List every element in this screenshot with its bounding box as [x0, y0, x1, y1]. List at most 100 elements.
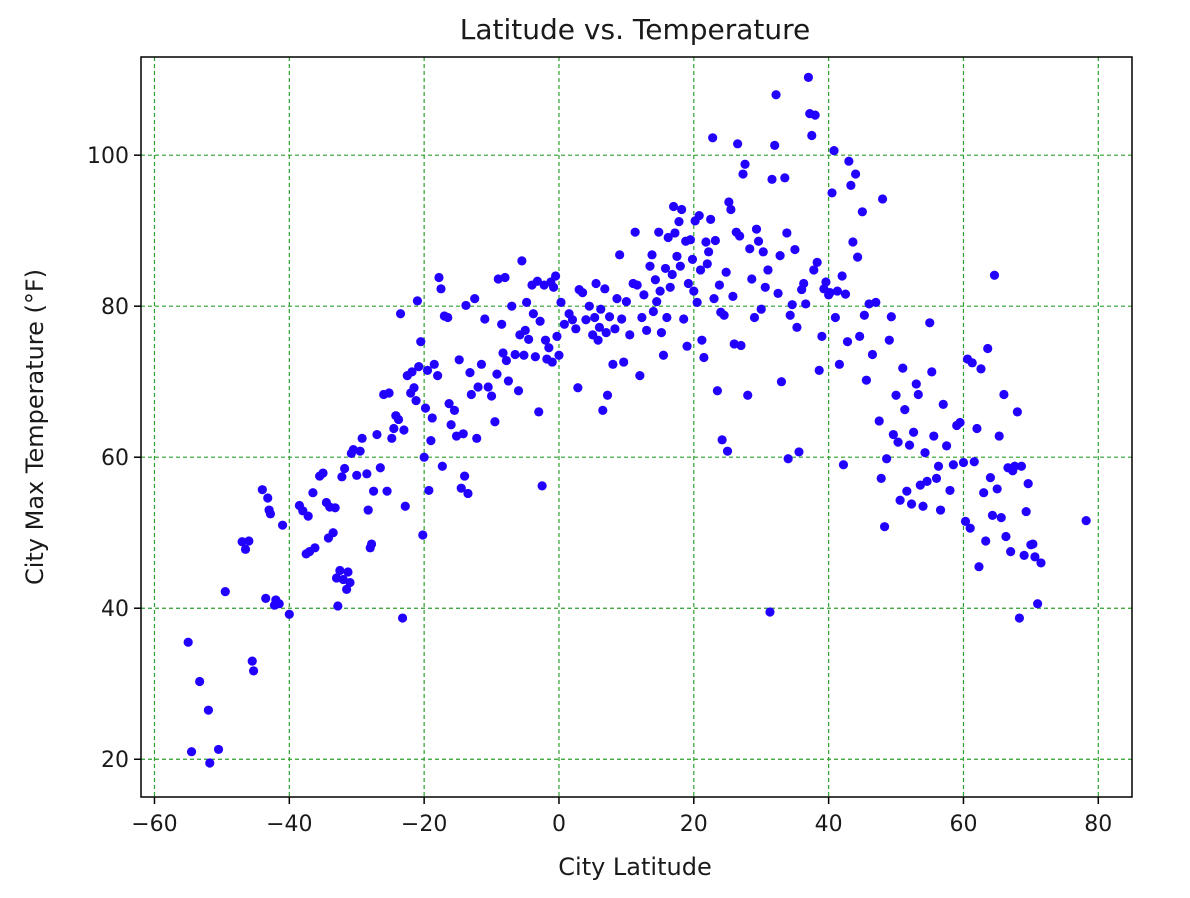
data-point	[648, 306, 658, 317]
data-point	[422, 365, 433, 375]
data-point	[1023, 479, 1033, 489]
data-point	[775, 250, 785, 261]
data-point	[544, 343, 554, 353]
data-point	[497, 319, 507, 329]
data-point	[682, 341, 692, 351]
data-point	[992, 484, 1002, 494]
data-point	[874, 416, 884, 426]
data-point	[799, 278, 809, 289]
data-point	[573, 383, 583, 393]
data-point	[444, 398, 454, 409]
data-point	[330, 503, 340, 513]
data-point	[483, 382, 493, 392]
data-point	[667, 269, 677, 280]
data-point	[261, 593, 271, 604]
data-point	[683, 278, 694, 289]
data-point	[749, 312, 760, 323]
data-point	[830, 312, 840, 323]
data-point	[679, 314, 689, 324]
data-point	[328, 528, 338, 538]
data-point	[837, 271, 847, 281]
data-point	[821, 277, 831, 287]
data-point	[780, 173, 790, 183]
data-point	[790, 244, 800, 255]
data-point	[411, 395, 421, 406]
data-point	[265, 509, 276, 519]
x-tick-label: 0	[552, 812, 566, 837]
y-tick-label: 100	[87, 144, 129, 169]
data-point	[594, 322, 605, 332]
data-point	[437, 461, 447, 471]
data-point	[461, 300, 471, 311]
data-point	[871, 297, 881, 308]
y-tick-label: 80	[101, 295, 129, 320]
data-point	[704, 247, 714, 257]
data-point	[308, 488, 318, 498]
data-point	[203, 705, 214, 715]
data-point	[1012, 407, 1022, 417]
data-point	[996, 513, 1006, 523]
data-point	[726, 204, 736, 215]
data-point	[906, 499, 917, 509]
data-point	[719, 310, 729, 320]
data-point	[958, 457, 969, 468]
y-axis-label: City Max Temperature (°F)	[21, 269, 49, 585]
data-point	[810, 110, 820, 120]
data-point	[770, 140, 780, 150]
data-point	[459, 471, 470, 481]
data-point	[395, 309, 406, 319]
data-point	[407, 367, 417, 377]
data-point	[186, 747, 197, 757]
data-point	[449, 405, 460, 415]
data-point	[416, 337, 426, 347]
data-point	[695, 265, 706, 275]
data-point	[838, 460, 849, 470]
data-point	[735, 231, 745, 241]
grid-lines	[141, 57, 1132, 797]
data-point	[510, 349, 520, 360]
data-point	[834, 359, 845, 369]
data-point	[672, 251, 682, 261]
data-point	[1081, 516, 1091, 526]
data-point	[981, 536, 991, 546]
data-point	[195, 676, 205, 687]
data-point	[708, 133, 718, 143]
data-point	[1030, 552, 1040, 562]
data-point	[532, 276, 543, 286]
data-point	[842, 337, 853, 347]
data-point	[500, 272, 510, 283]
data-point	[884, 335, 894, 345]
data-point	[571, 324, 581, 334]
data-point	[547, 357, 557, 367]
data-point	[470, 294, 480, 304]
x-tick-label: 60	[949, 812, 977, 837]
data-point	[220, 587, 230, 597]
data-point	[709, 294, 719, 304]
data-point	[945, 485, 955, 496]
x-axis-label: City Latitude	[558, 853, 711, 881]
data-point	[665, 282, 675, 292]
data-point	[387, 433, 397, 443]
data-point	[339, 463, 350, 474]
data-point	[601, 328, 611, 338]
data-point	[694, 210, 704, 221]
data-point	[650, 275, 660, 285]
data-point	[393, 414, 404, 425]
data-point	[699, 352, 709, 363]
data-point	[827, 188, 837, 198]
data-point	[412, 296, 423, 306]
data-point	[537, 481, 547, 491]
data-point	[1010, 461, 1020, 471]
data-point	[983, 343, 993, 354]
data-point	[738, 169, 748, 179]
data-point	[458, 429, 468, 439]
data-point	[920, 448, 930, 458]
data-point	[758, 247, 768, 257]
data-point	[658, 350, 669, 360]
y-tick-label: 60	[101, 446, 129, 471]
data-point	[519, 350, 529, 360]
data-point	[635, 371, 645, 381]
data-point	[363, 505, 373, 515]
data-point	[343, 567, 353, 577]
